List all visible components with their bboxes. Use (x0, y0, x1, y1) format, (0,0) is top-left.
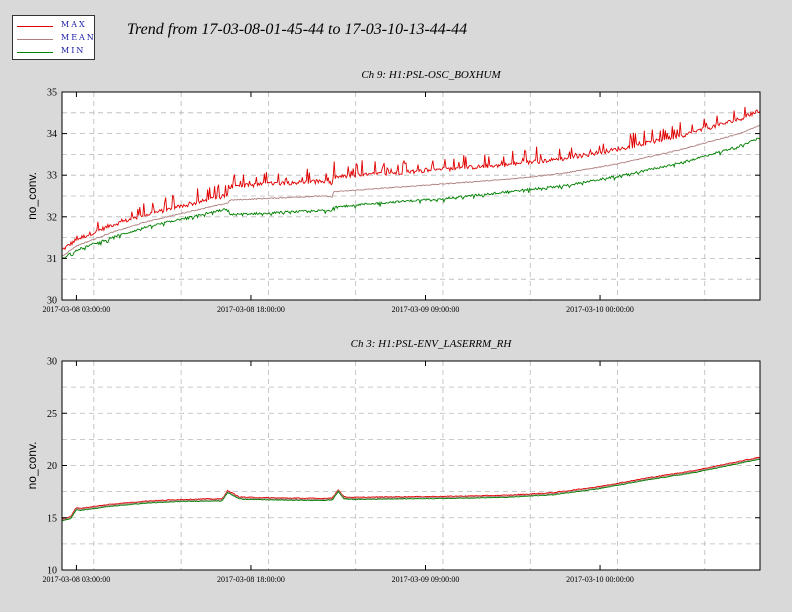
x-tick-label: 2017-03-10 00:00:00 (566, 305, 634, 314)
x-tick-label: 2017-03-08 18:00:00 (217, 575, 285, 584)
chart-title: Ch 9: H1:PSL-OSC_BOXHUM (361, 69, 501, 81)
series-min-line (61, 137, 761, 259)
x-tick-label: 2017-03-09 09:00:00 (392, 305, 460, 314)
x-tick-label: 2017-03-09 09:00:00 (392, 575, 460, 584)
legend-item-max: MAX (17, 20, 95, 32)
y-tick-label: 25 (47, 409, 57, 420)
y-tick-label: 35 (47, 88, 57, 99)
legend-swatch-min (17, 52, 53, 53)
y-tick-label: 31 (47, 254, 57, 265)
legend-item-mean: MEAN (17, 33, 95, 45)
legend-label-min: MIN (61, 46, 86, 55)
legend-swatch-mean (17, 39, 53, 40)
series-min-line (61, 458, 761, 522)
series-max-line (61, 106, 761, 251)
legend-label-max: MAX (61, 20, 87, 29)
y-tick-label: 30 (47, 357, 57, 368)
chart-1: 30 31 32 33 34 35 2017-03-08 03:00:00 2017-03-0… (25, 69, 761, 314)
y-axis-label: no_conv. (25, 172, 39, 220)
series-mean-line (61, 125, 761, 257)
y-axis-label: no_conv. (25, 442, 39, 490)
legend-item-min: MIN (17, 46, 95, 58)
y-tick-label: 34 (47, 129, 57, 140)
legend-swatch-max (17, 26, 53, 27)
chart-title: Ch 3: H1:PSL-ENV_LASERRM_RH (351, 338, 513, 350)
y-tick-label: 15 (47, 513, 57, 524)
x-tick-label: 2017-03-08 18:00:00 (217, 305, 285, 314)
plot-area (62, 361, 760, 570)
legend-label-mean: MEAN (61, 33, 96, 42)
series-mean-line (61, 457, 761, 521)
x-tick-label: 2017-03-08 03:00:00 (43, 575, 111, 584)
y-tick-label: 10 (47, 566, 57, 577)
x-tick-label: 2017-03-08 03:00:00 (43, 305, 111, 314)
chart-2: 10 15 20 25 30 2017-03-08 03:00:00 2017-03-08 … (25, 338, 761, 584)
page-title: Trend from 17-03-08-01-45-44 to 17-03-10… (127, 21, 468, 38)
plot-area (62, 92, 760, 300)
plot-frame (61, 91, 761, 301)
y-tick-label: 30 (47, 296, 57, 307)
x-tick-label: 2017-03-10 00:00:00 (566, 575, 634, 584)
y-tick-label: 32 (47, 212, 57, 223)
y-tick-label: 20 (47, 461, 57, 472)
legend: MAX MEAN MIN (12, 15, 95, 60)
series-max-line (61, 456, 761, 520)
y-tick-label: 33 (47, 171, 57, 182)
